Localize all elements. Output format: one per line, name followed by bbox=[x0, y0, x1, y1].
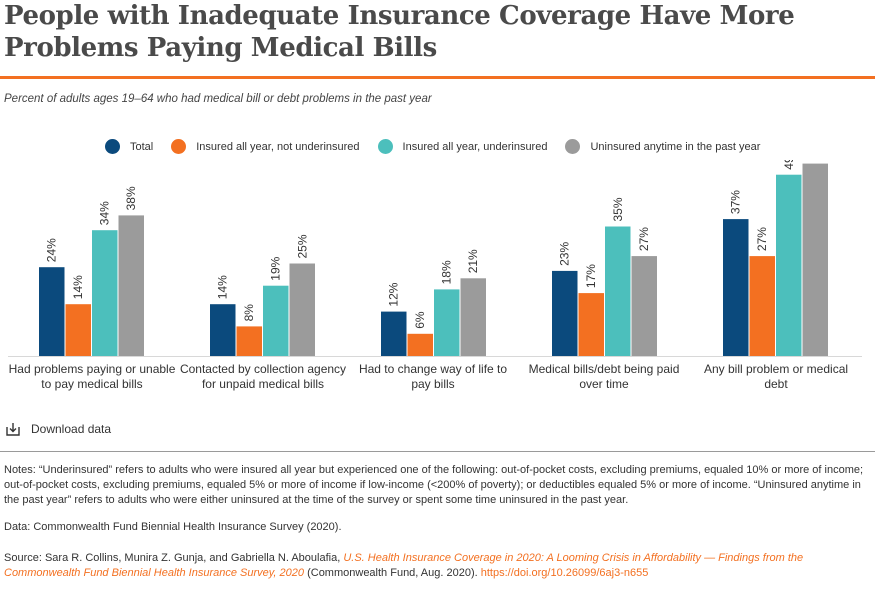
legend-label-insured-not-underinsured: Insured all year, not underinsured bbox=[196, 140, 360, 153]
download-icon bbox=[6, 423, 20, 436]
legend-label-insured-underinsured: Insured all year, underinsured bbox=[402, 140, 548, 153]
legend-item-total: Total bbox=[105, 139, 153, 154]
data-label-paid-over-time-total: 23% bbox=[558, 242, 572, 266]
data-source-text: Data: Commonwealth Fund Biennial Health … bbox=[4, 521, 342, 533]
bar-change-way-of-life-uninsured bbox=[460, 278, 486, 356]
data-label-any-problem-total: 37% bbox=[729, 190, 743, 214]
chart-legend: Total Insured all year, not underinsured… bbox=[105, 139, 778, 154]
data-label-collection-agency-total: 14% bbox=[216, 275, 230, 299]
notes-divider bbox=[0, 451, 875, 452]
bar-change-way-of-life-insured-underinsured bbox=[434, 289, 460, 356]
bar-change-way-of-life-total bbox=[381, 311, 407, 356]
legend-label-uninsured: Uninsured anytime in the past year bbox=[590, 140, 761, 153]
bar-collection-agency-total bbox=[210, 304, 236, 356]
bar-change-way-of-life-insured-not-underinsured bbox=[407, 333, 433, 356]
legend-item-uninsured: Uninsured anytime in the past year bbox=[565, 139, 760, 154]
data-label-change-way-of-life-total: 12% bbox=[387, 282, 401, 306]
legend-swatch-insured-underinsured bbox=[377, 139, 393, 154]
bar-paid-over-time-insured-underinsured bbox=[605, 226, 631, 356]
data-label-any-problem-insured-underinsured: 49% bbox=[782, 160, 796, 170]
legend-item-insured-not-underinsured: Insured all year, not underinsured bbox=[171, 139, 360, 154]
bar-any-problem-insured-not-underinsured bbox=[749, 256, 775, 356]
legend-item-insured-underinsured: Insured all year, underinsured bbox=[377, 139, 548, 154]
notes-text: Notes: “Underinsured” refers to adults w… bbox=[4, 464, 864, 506]
bar-problems-paying-insured-underinsured bbox=[92, 230, 118, 356]
bar-any-problem-insured-underinsured bbox=[776, 174, 802, 356]
source-citation: Source: Sara R. Collins, Munira Z. Gunja… bbox=[4, 551, 869, 581]
data-label-problems-paying-insured-not-underinsured: 14% bbox=[71, 275, 85, 299]
category-label-problems-paying: Had problems paying or unable to pay med… bbox=[8, 362, 176, 391]
data-label-problems-paying-uninsured: 38% bbox=[124, 186, 138, 210]
data-label-change-way-of-life-insured-underinsured: 18% bbox=[440, 260, 454, 284]
bar-paid-over-time-insured-not-underinsured bbox=[578, 293, 604, 356]
legend-swatch-uninsured bbox=[565, 139, 581, 154]
source-middle: (Commonwealth Fund, Aug. 2020). bbox=[304, 567, 481, 579]
bar-collection-agency-insured-not-underinsured bbox=[236, 326, 262, 356]
category-label-paid-over-time: Medical bills/debt being paid over time bbox=[528, 362, 680, 391]
bar-collection-agency-insured-underinsured bbox=[263, 285, 289, 356]
category-label-collection-agency: Contacted by collection agency for unpai… bbox=[179, 362, 347, 391]
data-label-collection-agency-uninsured: 25% bbox=[295, 234, 309, 258]
chart-subtitle: Percent of adults ages 19–64 who had med… bbox=[4, 93, 432, 105]
page-title: People with Inadequate Insurance Coverag… bbox=[4, 1, 795, 63]
data-label-problems-paying-insured-underinsured: 34% bbox=[98, 201, 112, 225]
data-label-paid-over-time-insured-not-underinsured: 17% bbox=[584, 264, 598, 288]
download-data-button[interactable]: Download data bbox=[5, 421, 111, 437]
bar-any-problem-uninsured bbox=[802, 163, 828, 356]
data-label-paid-over-time-uninsured: 27% bbox=[637, 227, 651, 251]
data-label-collection-agency-insured-not-underinsured: 8% bbox=[242, 304, 256, 322]
data-label-any-problem-insured-not-underinsured: 27% bbox=[755, 227, 769, 251]
data-label-problems-paying-total: 24% bbox=[45, 238, 59, 262]
bar-problems-paying-insured-not-underinsured bbox=[65, 304, 91, 356]
bar-collection-agency-uninsured bbox=[289, 263, 315, 356]
bar-paid-over-time-total bbox=[552, 270, 578, 356]
bar-problems-paying-uninsured bbox=[118, 215, 144, 356]
data-label-change-way-of-life-uninsured: 21% bbox=[466, 249, 480, 273]
bar-paid-over-time-uninsured bbox=[631, 256, 657, 356]
category-label-any-problem: Any bill problem or medical debt bbox=[703, 362, 849, 391]
data-label-paid-over-time-insured-underinsured: 35% bbox=[611, 197, 625, 221]
download-data-label: Download data bbox=[31, 422, 112, 436]
legend-swatch-total bbox=[105, 139, 120, 154]
source-report-link[interactable]: U.S. Health Insurance Coverage in 2020: … bbox=[4, 552, 804, 579]
bar-any-problem-total bbox=[723, 219, 749, 356]
source-doi-link[interactable]: https://doi.org/10.26099/6aj3-n655 bbox=[480, 567, 649, 579]
data-label-change-way-of-life-insured-not-underinsured: 6% bbox=[413, 311, 427, 329]
category-label-change-way-of-life: Had to change way of life to pay bills bbox=[358, 362, 508, 391]
bar-chart: 24% 14% 34% 38% 14% 8% 19% 25% 12% 6% 18% 21% 23% 17%… bbox=[8, 160, 862, 357]
source-prefix: Source: Sara R. Collins, Munira Z. Gunja… bbox=[4, 552, 344, 564]
bar-problems-paying-total bbox=[39, 267, 65, 356]
legend-label-total: Total bbox=[130, 140, 154, 153]
data-label-collection-agency-insured-underinsured: 19% bbox=[269, 256, 283, 280]
title-rule bbox=[0, 76, 875, 79]
legend-swatch-insured-not-underinsured bbox=[171, 139, 187, 154]
